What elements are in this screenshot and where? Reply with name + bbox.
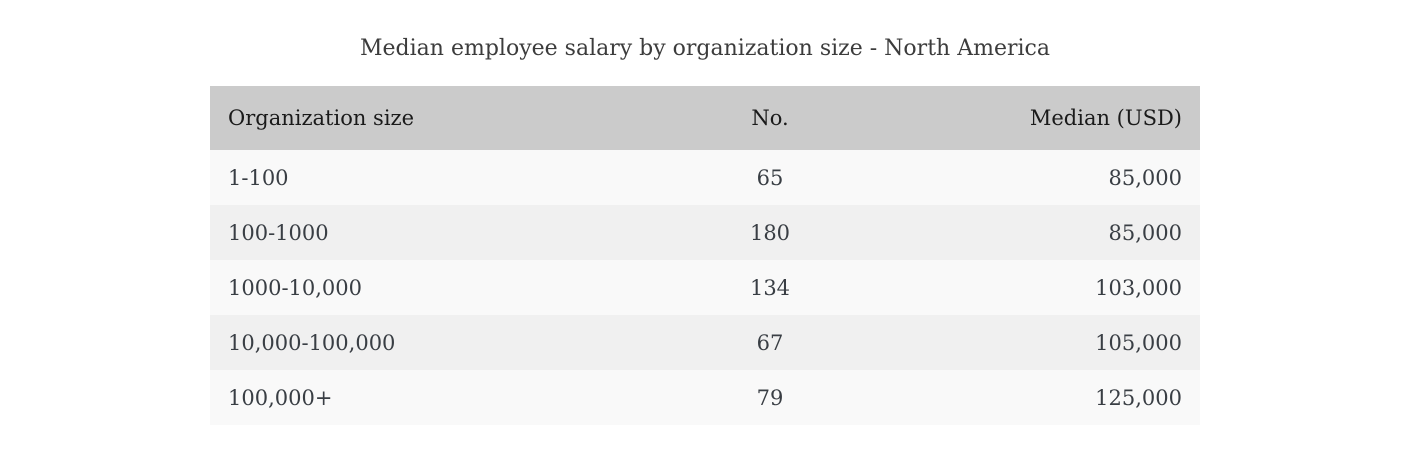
column-header-no: No.: [700, 86, 840, 151]
count-cell: 65: [700, 150, 840, 206]
count-cell: 67: [700, 315, 840, 371]
median-cell: 105,000: [840, 315, 1200, 371]
table-row: 10,000-100,000 67 105,000: [210, 315, 1200, 371]
table-header-row: Organization size No. Median (USD): [210, 86, 1200, 151]
count-cell: 79: [700, 370, 840, 426]
table-row: 100-1000 180 85,000: [210, 205, 1200, 261]
median-cell: 85,000: [840, 150, 1200, 206]
median-cell: 103,000: [840, 260, 1200, 316]
table-row: 100,000+ 79 125,000: [210, 370, 1200, 426]
column-header-organization-size: Organization size: [210, 86, 700, 151]
count-cell: 180: [700, 205, 840, 261]
column-header-median-usd: Median (USD): [840, 86, 1200, 151]
table-row: 1-100 65 85,000: [210, 150, 1200, 206]
org-size-cell: 100,000+: [210, 370, 700, 426]
salary-table: Organization size No. Median (USD) 1-100…: [210, 86, 1200, 426]
content-area: Median employee salary by organization s…: [210, 0, 1200, 426]
org-size-cell: 1-100: [210, 150, 700, 206]
page-title: Median employee salary by organization s…: [360, 36, 1050, 61]
median-cell: 125,000: [840, 370, 1200, 426]
count-cell: 134: [700, 260, 840, 316]
table-row: 1000-10,000 134 103,000: [210, 260, 1200, 316]
org-size-cell: 10,000-100,000: [210, 315, 700, 371]
org-size-cell: 100-1000: [210, 205, 700, 261]
median-cell: 85,000: [840, 205, 1200, 261]
org-size-cell: 1000-10,000: [210, 260, 700, 316]
